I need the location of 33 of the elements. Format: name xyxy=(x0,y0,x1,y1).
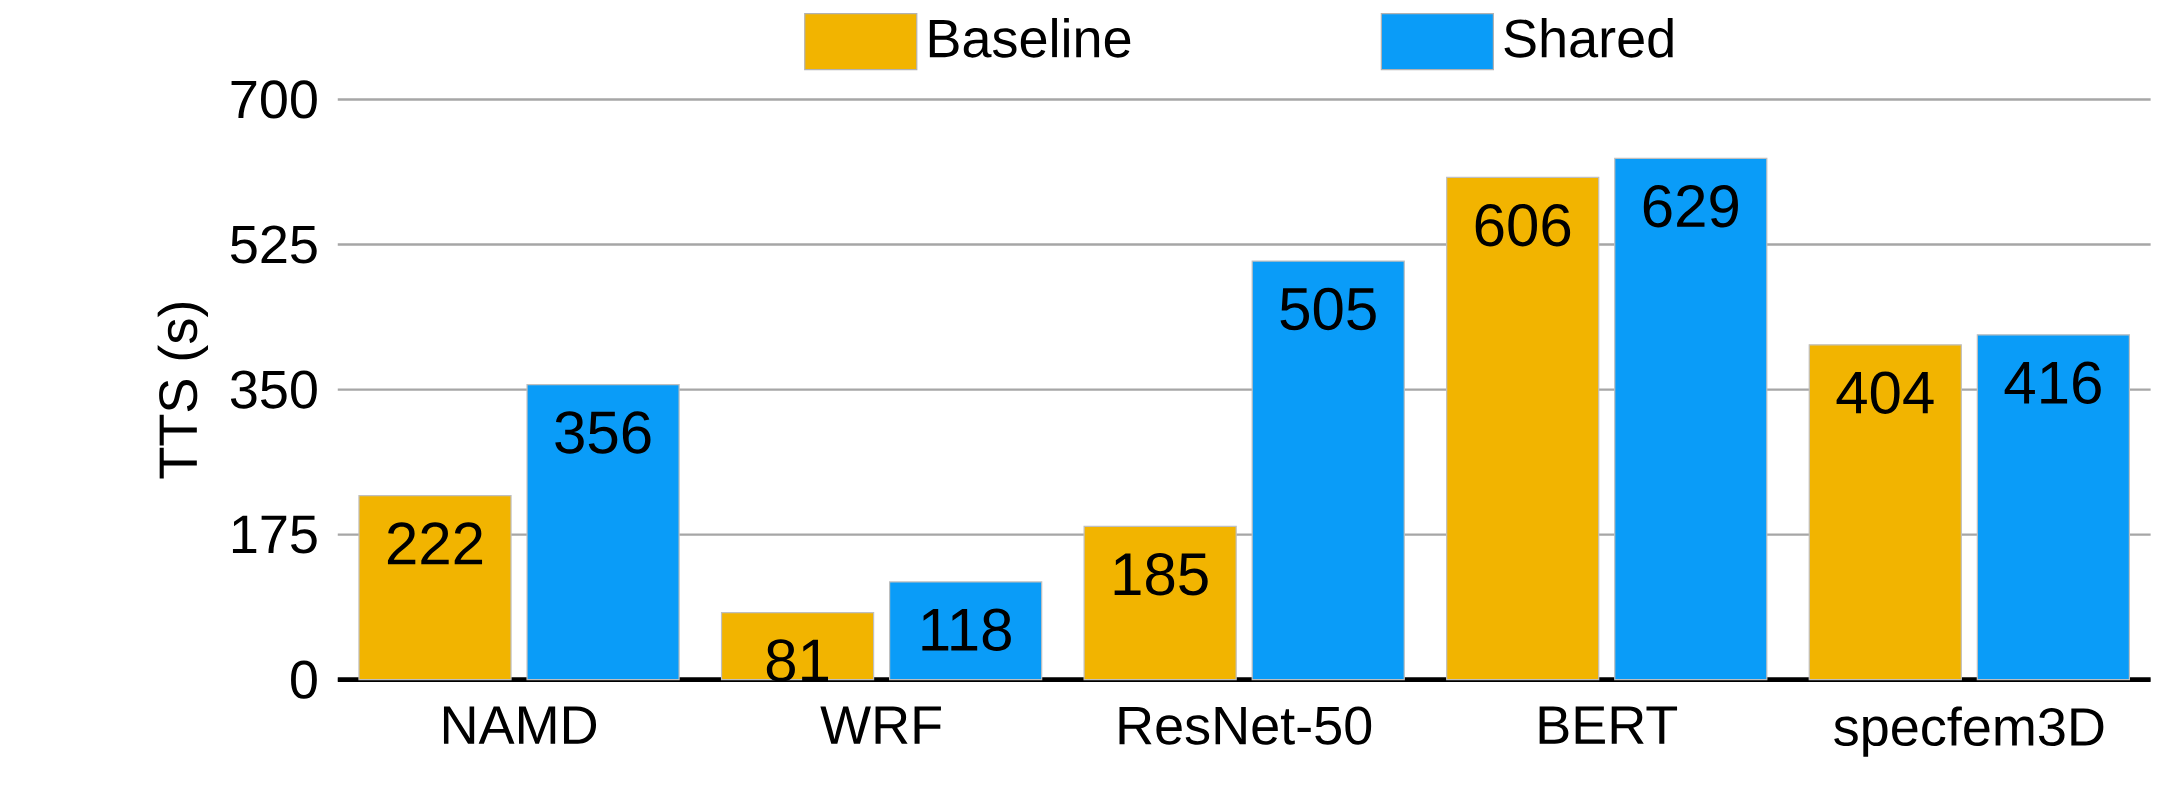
bar xyxy=(1614,157,1768,681)
data-label: 222 xyxy=(387,522,483,565)
bar xyxy=(1808,344,1962,681)
bar xyxy=(1251,260,1405,681)
y-tick-label: 175 xyxy=(232,515,317,554)
y-tick-label: 0 xyxy=(291,660,317,699)
x-tick-label: ResNet-50 xyxy=(1119,706,1372,745)
data-label: 81 xyxy=(766,639,829,682)
legend-label: Shared xyxy=(1504,17,1673,58)
bar xyxy=(358,495,512,681)
data-label: 404 xyxy=(1836,371,1934,414)
y-tick-label: 525 xyxy=(230,225,317,264)
x-tick-label: NAMD xyxy=(443,706,597,744)
data-label: 356 xyxy=(555,411,651,454)
data-label: 118 xyxy=(922,608,1011,651)
x-tick-label: WRF xyxy=(820,706,941,744)
bar xyxy=(889,581,1043,681)
x-tick-label: specfem3D xyxy=(1834,706,2104,757)
x-tick-label: BERT xyxy=(1539,706,1678,744)
bar xyxy=(1976,334,2130,681)
data-label: 185 xyxy=(1114,552,1208,596)
bar xyxy=(526,384,680,681)
data-label: 606 xyxy=(1475,203,1571,247)
bar xyxy=(720,611,875,681)
data-label: 629 xyxy=(1643,184,1738,228)
y-tick-label: 700 xyxy=(231,80,317,119)
y-tick-label: 350 xyxy=(230,370,317,409)
bar xyxy=(1446,176,1600,681)
data-label: 505 xyxy=(1280,287,1376,331)
data-label: 416 xyxy=(2004,361,2101,404)
y-axis-title: TTS (s) xyxy=(157,302,208,479)
legend-label: Baseline xyxy=(929,17,1131,58)
bar xyxy=(1083,525,1237,681)
